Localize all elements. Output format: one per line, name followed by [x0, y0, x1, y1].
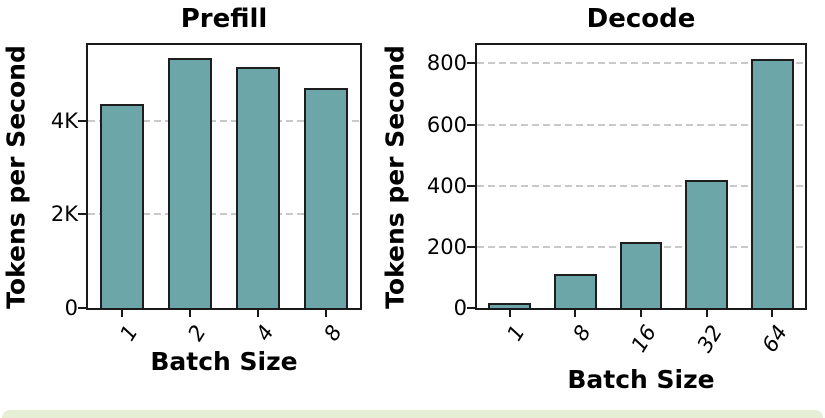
plot-area [86, 43, 362, 310]
plot-area [475, 43, 807, 310]
bar [619, 242, 663, 308]
bar [554, 274, 597, 308]
y-tick-mark [467, 245, 475, 248]
y-tick-label: 0 [453, 296, 467, 320]
bar [167, 58, 213, 308]
x-tick-label-text: 64 [758, 321, 793, 357]
x-tick-mark [771, 310, 774, 317]
x-tick-mark [705, 310, 708, 317]
y-tick-label: 800 [426, 51, 467, 76]
chart-title: Decode [586, 4, 696, 34]
y-tick-label: 400 [426, 173, 467, 198]
y-tick-label: 4K [50, 108, 78, 133]
bar [303, 88, 349, 308]
footer-strip [2, 410, 823, 418]
chart-title: Prefill [180, 4, 268, 34]
y-tick-label: 0 [64, 296, 78, 320]
y-gridline [88, 119, 360, 122]
x-axis-label: Batch Size [150, 347, 298, 376]
bar [235, 67, 281, 308]
x-tick-mark [189, 310, 191, 317]
x-tick-mark [640, 310, 642, 317]
y-gridline [88, 213, 360, 216]
x-tick-label-text: 16 [626, 321, 662, 357]
bar [99, 104, 145, 308]
y-tick-label: 600 [426, 112, 467, 137]
y-gridline [477, 184, 805, 187]
x-tick-mark [121, 310, 123, 317]
y-tick-mark [78, 119, 86, 122]
x-tick-mark [257, 310, 259, 317]
bar [685, 180, 728, 308]
bar [750, 59, 794, 308]
y-gridline [477, 123, 805, 126]
x-tick-mark [508, 310, 511, 317]
x-tick-mark [325, 310, 327, 317]
x-tick-label-text: 32 [692, 321, 727, 357]
y-tick-mark [78, 213, 86, 216]
y-tick-label: 2K [50, 202, 78, 227]
x-tick-label-text: 8 [568, 321, 596, 346]
y-tick-mark [78, 307, 86, 309]
bar [488, 303, 532, 308]
y-tick-mark [467, 307, 475, 309]
y-tick-mark [467, 184, 475, 187]
y-tick-mark [467, 123, 475, 126]
x-tick-label-text: 1 [502, 321, 531, 346]
x-axis-label: Batch Size [567, 365, 715, 394]
y-tick-mark [467, 62, 475, 65]
x-tick-mark [574, 310, 577, 317]
y-gridline [477, 62, 805, 65]
y-tick-label: 200 [426, 234, 467, 259]
